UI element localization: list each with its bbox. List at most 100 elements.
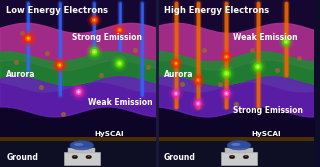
Polygon shape	[0, 77, 157, 117]
Ellipse shape	[86, 43, 103, 60]
Ellipse shape	[229, 155, 235, 159]
Ellipse shape	[174, 91, 179, 96]
Ellipse shape	[281, 36, 292, 47]
Ellipse shape	[57, 62, 63, 68]
Ellipse shape	[74, 87, 84, 97]
Text: Strong Emission: Strong Emission	[72, 33, 142, 42]
Ellipse shape	[169, 86, 183, 101]
Ellipse shape	[114, 25, 125, 36]
Ellipse shape	[115, 59, 124, 68]
Ellipse shape	[245, 156, 247, 157]
Ellipse shape	[93, 51, 95, 53]
Ellipse shape	[224, 54, 229, 59]
Ellipse shape	[89, 15, 100, 26]
Point	[13, 60, 18, 63]
FancyBboxPatch shape	[226, 148, 252, 153]
Ellipse shape	[92, 49, 97, 55]
Text: Low Energy Electrons: Low Energy Electrons	[6, 6, 108, 15]
Ellipse shape	[23, 33, 33, 43]
Ellipse shape	[118, 62, 121, 65]
Ellipse shape	[227, 141, 251, 150]
Ellipse shape	[72, 85, 85, 98]
Polygon shape	[157, 77, 315, 117]
Ellipse shape	[171, 88, 181, 99]
Ellipse shape	[175, 93, 177, 95]
Ellipse shape	[250, 58, 266, 75]
Text: Aurora: Aurora	[164, 70, 193, 79]
Ellipse shape	[74, 143, 83, 146]
Text: Weak Emission: Weak Emission	[88, 98, 153, 107]
Ellipse shape	[171, 58, 181, 69]
Ellipse shape	[20, 29, 37, 47]
Bar	[0, 137, 315, 167]
Point	[296, 57, 301, 60]
Ellipse shape	[112, 23, 127, 38]
Point	[20, 32, 25, 35]
Polygon shape	[157, 23, 315, 70]
Ellipse shape	[193, 98, 204, 109]
Ellipse shape	[88, 156, 90, 157]
Ellipse shape	[282, 38, 290, 46]
Ellipse shape	[175, 62, 177, 64]
Ellipse shape	[219, 49, 234, 64]
Ellipse shape	[222, 69, 231, 78]
Point	[202, 49, 207, 51]
Ellipse shape	[174, 61, 179, 66]
Ellipse shape	[88, 46, 100, 58]
Point	[38, 86, 44, 88]
Ellipse shape	[25, 35, 31, 41]
Ellipse shape	[197, 79, 199, 81]
Polygon shape	[0, 23, 157, 70]
Ellipse shape	[226, 93, 228, 95]
Text: Strong Emission: Strong Emission	[233, 106, 303, 115]
Ellipse shape	[279, 34, 293, 49]
Ellipse shape	[221, 88, 232, 99]
Polygon shape	[157, 52, 315, 92]
Ellipse shape	[220, 67, 232, 79]
Ellipse shape	[231, 156, 233, 157]
Ellipse shape	[72, 155, 78, 159]
Point	[274, 69, 279, 71]
Ellipse shape	[172, 59, 180, 68]
Ellipse shape	[193, 75, 204, 86]
Point	[249, 49, 254, 51]
Ellipse shape	[255, 64, 261, 70]
Ellipse shape	[59, 64, 61, 66]
Point	[98, 74, 103, 76]
Text: High Energy Electrons: High Energy Electrons	[164, 6, 269, 15]
Ellipse shape	[224, 91, 229, 96]
Ellipse shape	[284, 39, 289, 44]
Point	[218, 82, 223, 85]
Ellipse shape	[222, 89, 230, 98]
Ellipse shape	[252, 61, 264, 73]
Ellipse shape	[74, 156, 76, 157]
Ellipse shape	[118, 29, 121, 31]
Ellipse shape	[194, 76, 202, 84]
Ellipse shape	[191, 73, 205, 88]
Point	[233, 102, 238, 105]
Ellipse shape	[222, 53, 230, 61]
Text: HySCAI: HySCAI	[94, 131, 124, 137]
FancyBboxPatch shape	[68, 148, 95, 153]
Ellipse shape	[93, 19, 95, 21]
Ellipse shape	[194, 99, 202, 108]
Text: Ground: Ground	[6, 153, 38, 162]
Ellipse shape	[117, 61, 122, 66]
Ellipse shape	[90, 16, 99, 24]
Ellipse shape	[22, 32, 35, 45]
Ellipse shape	[231, 143, 241, 146]
Text: Aurora: Aurora	[6, 70, 36, 79]
Ellipse shape	[70, 83, 87, 101]
Text: Ground: Ground	[164, 153, 196, 162]
Bar	[0, 137, 315, 141]
Point	[44, 52, 50, 55]
Point	[133, 49, 138, 51]
Ellipse shape	[196, 101, 201, 106]
Ellipse shape	[90, 47, 99, 56]
Ellipse shape	[224, 71, 229, 76]
Ellipse shape	[114, 57, 125, 69]
Ellipse shape	[117, 28, 122, 33]
Ellipse shape	[86, 155, 92, 159]
Ellipse shape	[218, 65, 235, 82]
Ellipse shape	[197, 103, 199, 105]
